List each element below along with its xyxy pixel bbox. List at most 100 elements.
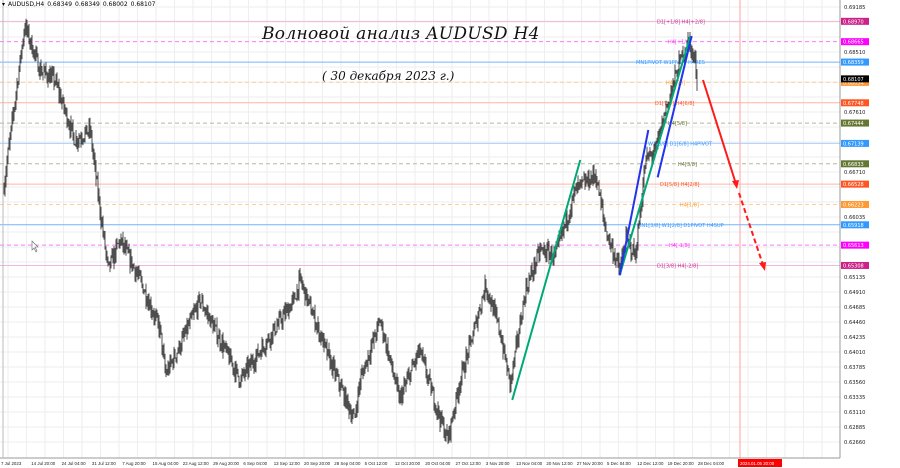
x-tick-label: 20 Oct 04:00 (425, 461, 451, 466)
x-tick-label: 13 Sep 12:00 (274, 461, 301, 466)
forecast-arrows[interactable] (702, 79, 766, 271)
trend-line (511, 159, 582, 401)
x-tick-label: 22 Aug 12:00 (183, 461, 209, 466)
y-tick-label: 0.63560 (844, 380, 865, 386)
price-tag (841, 38, 869, 46)
current-price-label: 0.68107 (843, 77, 864, 83)
price-tag (841, 139, 869, 147)
mouse-cursor-icon (31, 240, 39, 253)
forecast-arrow-dashed (738, 192, 764, 266)
x-tick-label: 28 Dec 04:00 (698, 461, 725, 466)
chart-date: ( 30 декабря 2023 г.) (322, 69, 455, 83)
candles (3, 18, 698, 445)
trend-line (656, 35, 693, 178)
x-tick-label: 12 Dec 12:00 (637, 461, 664, 466)
trend-line (618, 35, 692, 276)
y-tick-label: 0.66035 (844, 215, 865, 221)
high-value: 0.68349 (75, 1, 100, 8)
level-label: H4[-1/8] (669, 243, 690, 249)
level-label: H4[3/8] (678, 162, 697, 168)
level-label: H4[5/8] (668, 121, 687, 127)
trend-line (618, 129, 650, 276)
y-tick-label: 0.64910 (844, 290, 865, 296)
price-tag-label: 0.66223 (843, 202, 864, 208)
axes: 0.69185 0.68510 0.67610 0.66710 0.66035 0.651… (0, 0, 869, 467)
level-label: D1[5/8] H4[2/8] (660, 182, 700, 188)
y-tick-label: 0.68510 (844, 50, 865, 56)
price-tag-label: 0.68665 (843, 40, 864, 46)
y-tick-label: 0.64685 (844, 305, 865, 311)
price-tag (841, 160, 869, 168)
chart-header: ▾ AUDUSD,H4 0.68349 0.68349 0.68002 0.68… (2, 1, 155, 8)
forecast-arrow-solid (702, 79, 737, 185)
level-label: D1[+1/8] H4[+2/8] (657, 19, 705, 25)
price-tag-label: 0.66528 (843, 182, 864, 188)
y-tick-label: 0.64010 (844, 350, 865, 356)
future-time-label: 2024.01.05 20:00 (740, 461, 775, 466)
price-tag-label: 0.67748 (843, 101, 864, 107)
x-tick-label: 27 Nov 20:00 (577, 461, 604, 466)
x-tick-label: 20 Sep 20:00 (304, 461, 331, 466)
x-tick-label: 24 Jul 04:00 (62, 461, 86, 466)
x-tick-label: 20 Nov 12:00 (546, 461, 573, 466)
level-label: D1[3/8] H4[-2/8] (657, 263, 698, 269)
x-tick-label: 29 Aug 20:00 (213, 461, 239, 466)
price-tag (841, 58, 869, 66)
current-price-tag (841, 75, 869, 83)
y-tick-label: 0.63785 (844, 365, 865, 371)
price-tag (841, 261, 869, 269)
x-tick-label: 3 Nov 20:00 (486, 461, 510, 466)
future-time-tag (738, 459, 782, 467)
price-tag-label: 0.67444 (843, 121, 864, 127)
price-tag-label: 0.65308 (843, 263, 864, 269)
price-tag (841, 221, 869, 229)
y-tick-label: 0.66710 (844, 170, 865, 176)
y-tick-label: 0.69185 (844, 5, 865, 11)
x-tick-label: 31 Jul 12:00 (92, 461, 116, 466)
x-tick-label: 5 Oct 12:00 (365, 461, 388, 466)
symbol-label: AUDUSD,H4 (8, 1, 45, 8)
y-tick-label: 0.62885 (844, 425, 865, 431)
price-tag-label: 0.65918 (843, 223, 864, 229)
y-tick-label: 0.64460 (844, 320, 865, 326)
x-tick-label: 13 Nov 04:00 (516, 461, 543, 466)
chart-title: Волновой анализ AUDUSD H4 (262, 24, 540, 44)
x-tick-label: 6 Sep 04:00 (243, 461, 267, 466)
y-tick-label: 0.65135 (844, 275, 865, 281)
arrowhead-icon (759, 262, 766, 271)
price-tag (841, 99, 869, 107)
x-tick-label: 12 Oct 20:00 (395, 461, 421, 466)
level-label: H4[1/8] (680, 202, 699, 208)
price-tag-label: 0.68970 (843, 19, 864, 25)
x-tick-label: 5 Dec 04:00 (607, 461, 631, 466)
price-tag (841, 17, 869, 25)
y-tick-label: 0.63110 (844, 410, 865, 416)
price-tag-label: 0.68054 (843, 80, 864, 86)
grid (0, 0, 840, 458)
level-label: MN1PIVOT W1PIVOT H4RES (636, 60, 705, 66)
trend-lines[interactable] (511, 35, 693, 401)
dropdown-triangle-icon[interactable]: ▾ (2, 1, 6, 8)
level-label: W1[3/8] D1[6/8] H4PIVOT (648, 141, 713, 147)
close-value: 0.68107 (130, 1, 156, 8)
price-tag-label: 0.65613 (843, 243, 864, 249)
x-tick-label: 7 Aug 20:00 (122, 461, 146, 466)
x-tick-label: 7 Jul 2023 (1, 461, 22, 466)
price-tag (841, 180, 869, 188)
x-tick-label: 28 Sep 04:00 (334, 461, 361, 466)
price-tag (841, 241, 869, 249)
x-tick-label: 15 Aug 04:00 (153, 461, 179, 466)
price-tag-label: 0.68359 (843, 60, 864, 66)
x-tick-label: 19 Dec 20:00 (668, 461, 695, 466)
open-value: 0.68349 (47, 1, 73, 8)
price-tag-label: 0.66833 (843, 162, 864, 168)
y-tick-label: 0.63335 (844, 395, 865, 401)
low-value: 0.68002 (102, 1, 128, 8)
arrowhead-icon (732, 180, 739, 189)
price-tag (841, 119, 869, 127)
price-tag (841, 200, 869, 208)
y-tick-label: 0.64235 (844, 335, 865, 341)
level-label: H4[+1/8] (668, 40, 691, 46)
level-label: MN1[3/8] W1[2/8] D1PIVOT H4SUP (637, 223, 724, 229)
